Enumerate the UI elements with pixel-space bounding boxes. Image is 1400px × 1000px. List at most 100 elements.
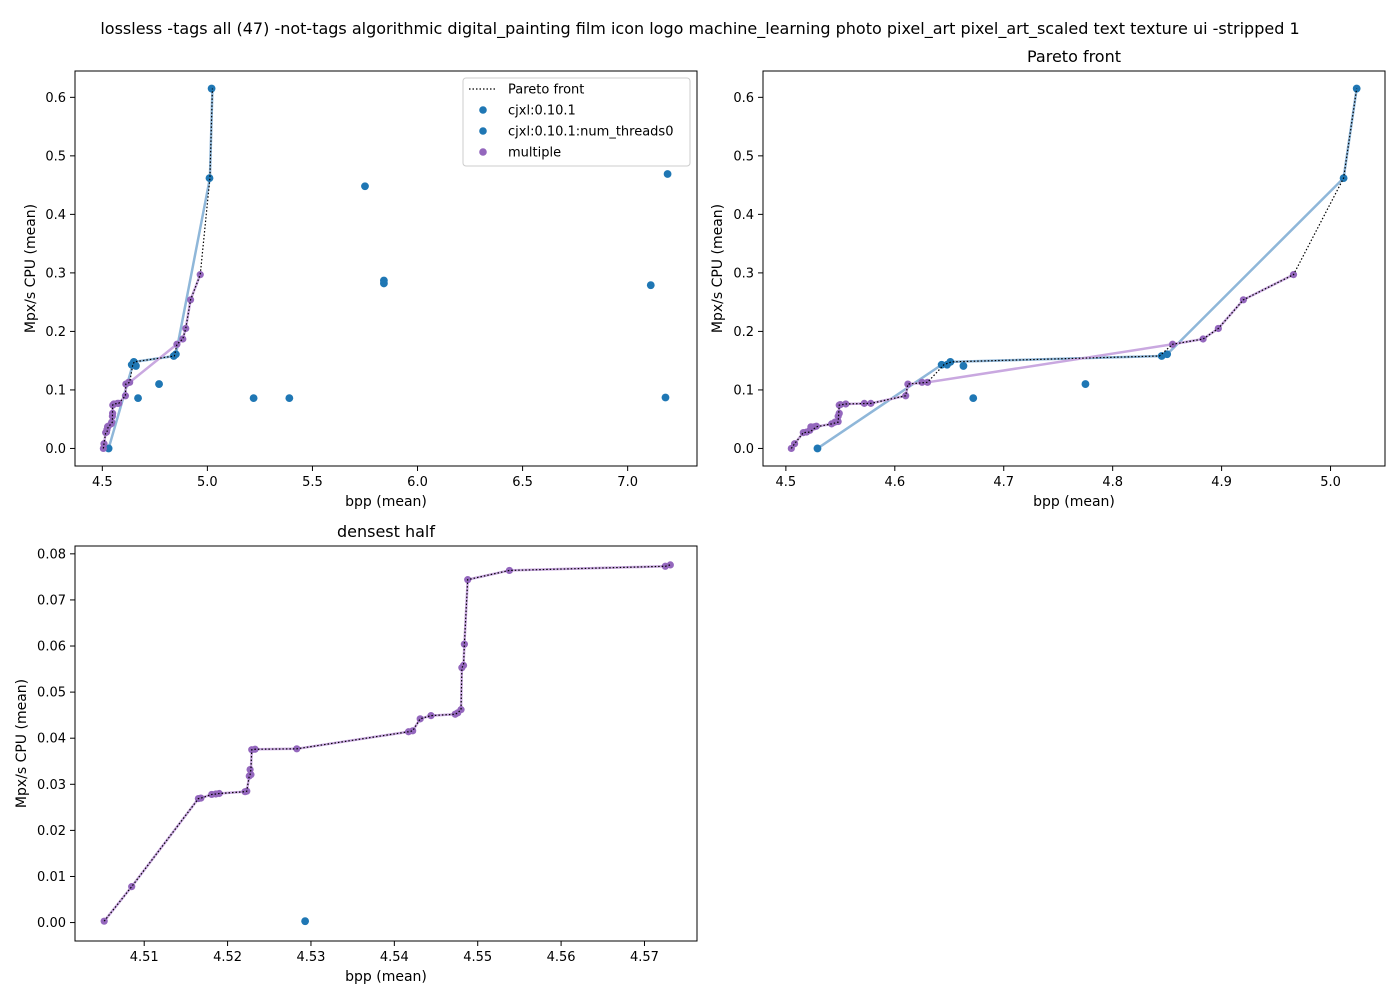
pareto-front-line [102, 88, 214, 449]
y-tick-label: 0.0 [45, 442, 66, 457]
x-tick-label: 4.5 [92, 475, 113, 490]
legend-marker-swatch [479, 127, 487, 135]
x-tick-label: 6.0 [407, 475, 428, 490]
data-point-cjxl-0-10-1 [134, 394, 142, 403]
x-tick-label: 4.51 [130, 950, 159, 965]
data-point-multiple [918, 378, 926, 386]
data-point-multiple [179, 335, 187, 343]
front-line-1 [103, 563, 671, 922]
pareto-front-line [790, 88, 1358, 449]
data-point-cjxl-0-10-1 [361, 182, 369, 191]
x-tick-label: 4.9 [1211, 475, 1232, 490]
data-point-multiple [457, 706, 465, 714]
data-point-multiple [409, 727, 417, 735]
data-point-cjxl-0-10-1 [1163, 350, 1172, 359]
chart-panel-1: 4.5 5.0 5.5 6.0 6.5 7.0 0.0 0.1 0.2 0.3 0.4 0.5 0.6 b… [23, 70, 698, 510]
y-tick-label: 0.07 [37, 593, 66, 608]
legend-marker-swatch [479, 148, 487, 156]
y-tick-label: 0.04 [37, 732, 66, 747]
data-point-cjxl-0-10-1 [937, 360, 946, 369]
data-point-multiple [196, 271, 204, 279]
x-tick-label: 4.53 [296, 950, 325, 965]
axes-frame [74, 70, 698, 467]
data-point-multiple [109, 409, 117, 417]
data-point-cjxl-0-10-1 [813, 444, 822, 453]
legend-label: Pareto front [508, 83, 584, 98]
x-tick-label: 4.6 [884, 475, 905, 490]
data-point-cjxl-0-10-1 [155, 380, 163, 388]
x-axis-label: bpp (mean) [345, 969, 427, 985]
y-tick-label: 0.08 [37, 547, 66, 562]
legend-label: cjxl:0.10.1:num_threads0 [508, 125, 673, 140]
data-point-multiple [173, 340, 181, 348]
data-point-multiple [427, 712, 435, 720]
data-point-cjxl-0-10-1 [959, 362, 968, 370]
y-tick-label: 0.0 [733, 442, 754, 457]
y-tick-label: 0.2 [733, 325, 754, 340]
data-point-multiple [904, 380, 912, 388]
data-point-cjxl-0-10-1 [301, 917, 310, 926]
legend-label: cjxl:0.10.1 [508, 104, 576, 119]
y-tick-label: 0.01 [37, 870, 66, 885]
y-tick-label: 0.3 [45, 266, 66, 281]
plot-area [787, 84, 1361, 453]
data-point-cjxl-0-10-1 [285, 394, 294, 403]
y-tick-label: 0.4 [45, 208, 66, 223]
data-point-cjxl-0-10-1 [205, 174, 214, 182]
x-tick-label: 4.5 [776, 475, 797, 490]
data-point-multiple [790, 440, 799, 448]
y-tick-label: 0.5 [45, 149, 66, 164]
pareto-front-line [103, 564, 671, 922]
y-tick-label: 0.06 [37, 640, 66, 655]
data-point-multiple [923, 378, 932, 386]
data-point-multiple [505, 566, 513, 575]
figure-title: lossless -tags all (47) -not-tags algori… [100, 19, 1299, 39]
data-point-multiple [182, 324, 190, 333]
x-tick-label: 4.7 [993, 475, 1014, 490]
plot-area [99, 84, 672, 453]
data-point-multiple [835, 409, 843, 417]
x-tick-label: 6.5 [512, 475, 533, 490]
x-tick-label: 4.56 [547, 950, 576, 965]
y-tick-label: 0.00 [37, 916, 66, 931]
data-point-cjxl-0-10-1 [104, 444, 113, 453]
data-point-multiple [247, 771, 255, 779]
data-point-cjxl-0-10-1 [207, 84, 216, 93]
data-point-multiple [416, 715, 424, 723]
y-tick-label: 0.05 [37, 686, 66, 701]
data-point-cjxl-0-10-1 [661, 393, 670, 402]
legend-marker-swatch [479, 106, 487, 114]
data-point-multiple [459, 661, 468, 669]
y-tick-label: 0.1 [733, 383, 754, 398]
data-point-multiple [197, 794, 205, 802]
y-tick-label: 0.5 [733, 149, 754, 164]
legend: Pareto front cjxl:0.10.1 cjxl:0.10.1:num_t… [462, 77, 691, 167]
data-point-multiple [128, 883, 136, 891]
x-tick-label: 5.0 [1320, 475, 1341, 490]
data-point-cjxl-0-10-1 [380, 279, 388, 288]
y-tick-label: 0.6 [733, 91, 754, 106]
x-tick-label: 4.57 [630, 950, 659, 965]
x-axis-label: bpp (mean) [1033, 494, 1115, 510]
x-axis-label: bpp (mean) [345, 494, 427, 510]
x-tick-label: 4.54 [380, 950, 409, 965]
plot-area [100, 561, 674, 926]
data-point-cjxl-0-10-1 [1081, 380, 1090, 388]
panel-title: Pareto front [1027, 47, 1121, 66]
x-tick-label: 4.8 [1102, 475, 1123, 490]
chart-panel-3: 4.51 4.52 4.53 4.54 4.55 4.56 4.57 0.00 0.01 0.02… [14, 522, 698, 985]
y-tick-label: 0.03 [37, 778, 66, 793]
y-tick-label: 0.3 [733, 266, 754, 281]
y-tick-label: 0.6 [45, 91, 66, 106]
y-axis-label: Mpx/s CPU (mean) [710, 204, 726, 333]
data-point-cjxl-0-10-1 [171, 350, 180, 359]
data-point-multiple [666, 561, 674, 569]
legend-box [462, 77, 691, 167]
data-point-multiple [126, 378, 134, 386]
chart-panel-2: 4.5 4.6 4.7 4.8 4.9 5.0 0.0 0.1 0.2 0.3 0.4 0.5 0.6 b… [710, 47, 1386, 510]
data-point-multiple [100, 917, 108, 925]
chart-panels: 4.5 5.0 5.5 6.0 6.5 7.0 0.0 0.1 0.2 0.3 0.4 0.5 0.6 b… [14, 47, 1386, 985]
data-point-cjxl-0-10-1 [132, 362, 140, 370]
x-tick-label: 7.0 [617, 475, 638, 490]
front-line-2 [790, 273, 1295, 450]
